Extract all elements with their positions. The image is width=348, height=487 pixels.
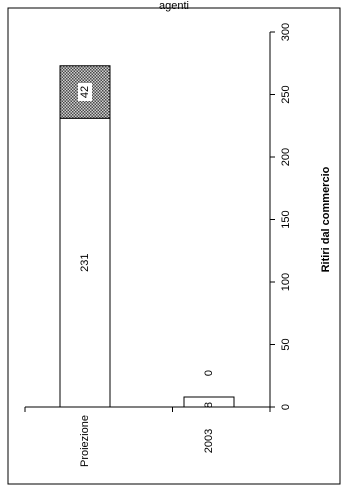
data-label: 42	[79, 86, 91, 98]
value-tick-label: 150	[280, 210, 292, 228]
value-tick-label: 300	[280, 23, 292, 41]
data-label: 0	[203, 370, 215, 376]
data-label: 8	[203, 402, 215, 408]
value-tick-label: 0	[280, 404, 292, 410]
value-tick-label: 200	[280, 148, 292, 166]
data-label: 231	[79, 253, 91, 271]
value-tick-label: 50	[280, 338, 292, 350]
category-label: 2003	[203, 429, 215, 453]
category-label: Proiezione	[79, 415, 91, 467]
value-tick-label: 250	[280, 85, 292, 103]
value-axis-title: Ritiri dal commercio	[320, 166, 332, 272]
plot-frame	[8, 8, 340, 484]
value-tick-label: 100	[280, 273, 292, 291]
